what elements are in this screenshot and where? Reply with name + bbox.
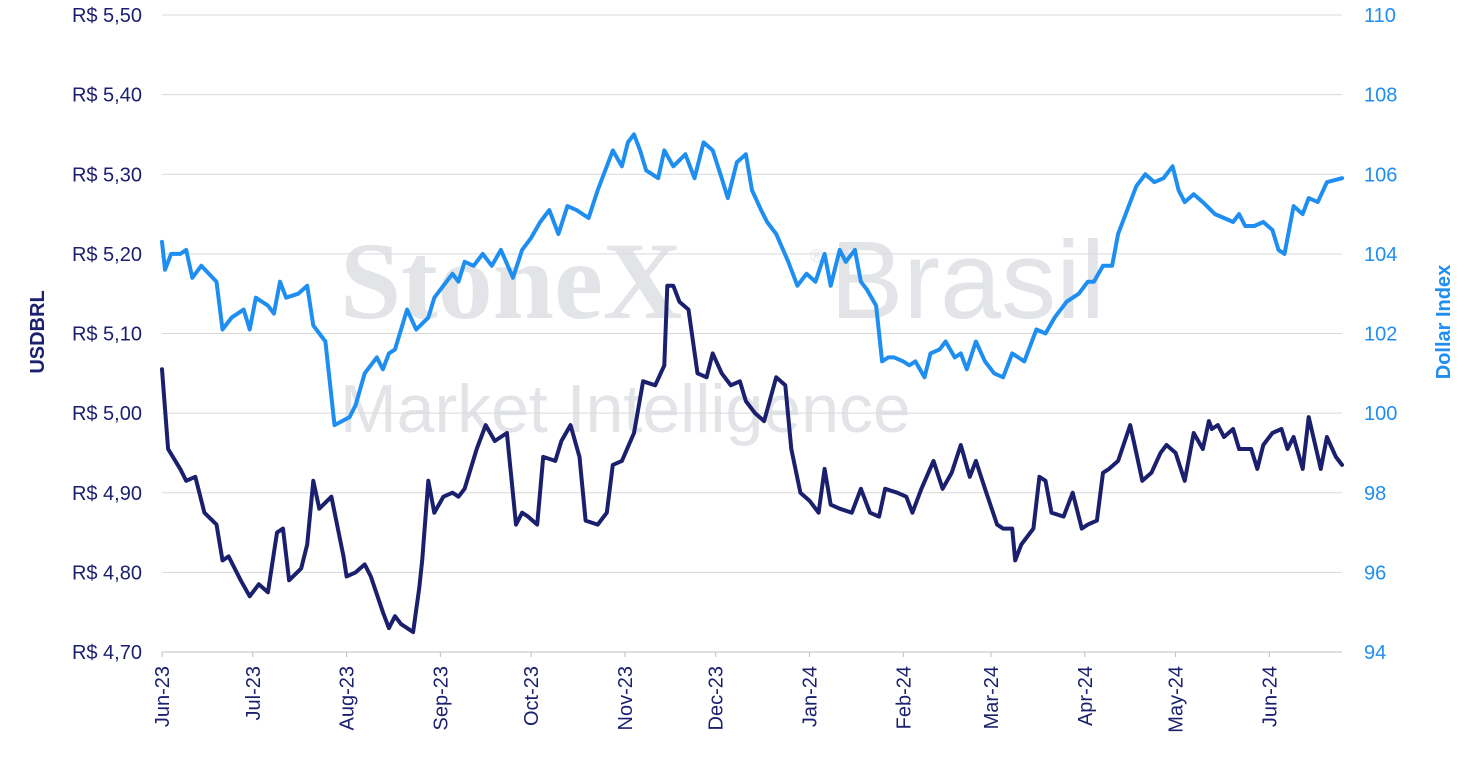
right-axis-title: Dollar Index <box>1433 265 1455 379</box>
watermark-brand-a: StoneX <box>340 220 682 342</box>
left-axis-ticks: R$ 4,70 R$ 4,80 R$ 4,90 R$ 5,00 R$ 5,10 R$ 5,… <box>72 5 142 664</box>
right-tick-label: 102 <box>1364 324 1397 346</box>
left-tick-label: R$ 5,30 <box>72 164 142 186</box>
left-tick-label: R$ 4,80 <box>72 562 142 584</box>
left-tick-label: R$ 4,70 <box>72 642 142 664</box>
gridlines <box>162 14 1342 653</box>
x-tick-label: Mar-24 <box>981 666 1003 729</box>
left-axis-title: USDBRL <box>27 290 49 373</box>
right-tick-label: 110 <box>1364 5 1396 27</box>
right-tick-label: 106 <box>1364 164 1397 186</box>
left-tick-label: R$ 5,50 <box>72 5 142 27</box>
left-tick-label: R$ 5,10 <box>72 324 142 346</box>
x-tick-label: Dec-23 <box>706 666 728 730</box>
x-tick-label: Nov-23 <box>615 666 637 730</box>
x-tick-label: Jun-24 <box>1259 666 1281 727</box>
right-tick-label: 94 <box>1364 642 1386 664</box>
left-tick-label: R$ 5,00 <box>72 403 142 425</box>
right-tick-label: 98 <box>1364 483 1386 505</box>
usdbrl-line <box>160 283 1344 635</box>
left-tick-label: R$ 5,40 <box>72 85 142 107</box>
x-tick-label: Jun-23 <box>152 666 174 727</box>
x-axis-ticks: Jun-23 Jul-23 Aug-23 Sep-23 Oct-23 Nov-23 Dec-… <box>152 652 1281 733</box>
right-tick-label: 100 <box>1364 403 1397 425</box>
x-tick-label: Apr-24 <box>1075 666 1097 726</box>
watermark-brand-b: Brasil <box>830 219 1105 342</box>
x-tick-label: Sep-23 <box>430 666 452 731</box>
right-tick-label: 96 <box>1364 562 1386 584</box>
x-tick-label: May-24 <box>1166 666 1188 733</box>
x-tick-label: Aug-23 <box>337 666 359 731</box>
watermark-reg-mark: ® <box>810 246 823 266</box>
watermark-subtitle: Market Intelligence <box>340 371 911 447</box>
x-tick-label: Feb-24 <box>893 666 915 729</box>
right-tick-label: 104 <box>1364 244 1397 266</box>
series-group <box>160 132 1344 635</box>
x-tick-label: Jan-24 <box>799 666 821 727</box>
right-tick-label: 108 <box>1364 85 1397 107</box>
x-tick-label: Oct-23 <box>521 666 543 726</box>
dollar-index-line <box>160 132 1344 428</box>
left-tick-label: R$ 5,20 <box>72 244 142 266</box>
right-axis-ticks: 94 96 98 100 102 104 106 108 110 <box>1364 5 1397 664</box>
x-tick-label: Jul-23 <box>243 666 265 720</box>
left-tick-label: R$ 4,90 <box>72 483 142 505</box>
